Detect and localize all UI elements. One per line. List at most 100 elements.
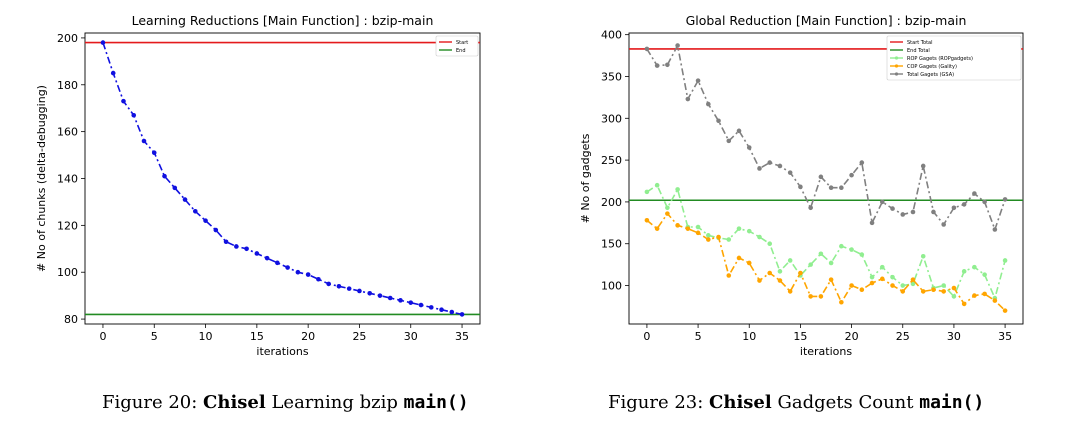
data-point (839, 243, 844, 249)
data-point (900, 212, 906, 217)
caption-label: Figure 23: (608, 392, 704, 413)
legend-box (435, 35, 479, 57)
data-point (100, 40, 106, 45)
data-point (828, 260, 834, 266)
x-tick-label: 10 (199, 330, 213, 343)
data-point (890, 206, 895, 211)
data-point (357, 288, 362, 294)
data-point (951, 294, 957, 299)
data-point (1002, 308, 1008, 313)
data-point (706, 237, 711, 242)
x-tick-label: 30 (947, 330, 961, 343)
legend-label: End (456, 48, 466, 54)
data-point (941, 289, 946, 294)
data-point (808, 262, 813, 267)
data-point (172, 185, 178, 191)
y-tick-label: 100 (57, 266, 78, 279)
legend-marker (894, 56, 899, 60)
x-tick-label: 10 (742, 330, 756, 343)
legend-box (886, 35, 1022, 81)
data-point (695, 224, 701, 230)
data-point (685, 96, 691, 102)
data-point (859, 252, 865, 257)
data-point (982, 291, 987, 297)
x-tick-label: 5 (151, 330, 158, 343)
chart-title: Learning Reductions [Main Function] : bz… (132, 13, 434, 28)
data-point (736, 226, 742, 231)
data-point (920, 163, 926, 169)
caption-bold: Chisel (203, 392, 266, 413)
data-point (439, 307, 444, 313)
series-line (646, 184, 1006, 301)
data-point (644, 46, 650, 52)
y-axis-label: # No of gadgets (579, 133, 592, 223)
chart-panel-learning: Learning Reductions [Main Function] : bz… (0, 0, 500, 380)
data-point (131, 112, 137, 118)
data-point (757, 166, 762, 171)
data-point (675, 223, 680, 228)
series-line (646, 43, 1006, 232)
data-point (757, 278, 762, 283)
caption-code: main() (919, 392, 985, 413)
data-point (992, 298, 998, 303)
data-point (110, 70, 116, 76)
data-point (818, 294, 824, 299)
y-tick-label: 80 (64, 313, 78, 326)
data-point (767, 160, 773, 165)
data-point (367, 291, 373, 296)
y-tick-label: 350 (601, 70, 622, 83)
data-point (808, 294, 813, 299)
data-point (849, 247, 854, 252)
x-axis-label: iterations (800, 345, 852, 358)
data-point (706, 101, 711, 107)
data-point (951, 205, 957, 211)
y-tick-label: 100 (601, 280, 622, 293)
data-point (675, 187, 680, 192)
x-tick-label: 0 (99, 330, 106, 343)
data-point (726, 138, 732, 144)
data-point (644, 189, 650, 195)
data-point (808, 205, 813, 211)
data-point (295, 269, 301, 275)
data-point (192, 209, 198, 214)
legend-label: Total Gagets (GSA) (906, 72, 954, 78)
data-point (798, 270, 803, 276)
data-point (398, 298, 403, 303)
y-tick-label: 180 (57, 79, 78, 92)
data-point (326, 281, 331, 287)
data-point (182, 197, 188, 202)
data-point (695, 78, 701, 83)
chart-panel-gadgets: Global Reduction [Main Function] : bzip-… (540, 0, 1083, 380)
data-point (665, 211, 670, 216)
data-point (787, 258, 793, 263)
data-point (141, 138, 147, 144)
data-point (757, 234, 762, 240)
data-point (767, 241, 773, 247)
data-point (931, 209, 936, 215)
data-point (234, 244, 239, 249)
data-point (818, 174, 824, 180)
data-point (859, 287, 865, 293)
data-point (961, 301, 967, 307)
caption-text: Learning bzip (271, 392, 398, 413)
data-point (767, 270, 773, 276)
y-tick-label: 400 (601, 29, 622, 42)
data-point (961, 202, 967, 207)
data-point (798, 184, 803, 190)
data-point (910, 277, 916, 282)
caption-text: Gadgets Count (777, 392, 914, 413)
data-point (972, 264, 977, 270)
data-point (213, 227, 219, 233)
legend: Start End (435, 35, 479, 57)
data-point (890, 283, 895, 288)
data-point (264, 255, 270, 261)
caption-label: Figure 20: (102, 392, 198, 413)
data-point (828, 277, 834, 282)
x-tick-label: 25 (352, 330, 366, 343)
data-point (685, 226, 691, 231)
data-point (961, 269, 967, 274)
data-point (695, 230, 701, 236)
x-tick-label: 15 (793, 330, 807, 343)
data-point (859, 160, 865, 165)
y-tick-label: 250 (601, 154, 622, 167)
